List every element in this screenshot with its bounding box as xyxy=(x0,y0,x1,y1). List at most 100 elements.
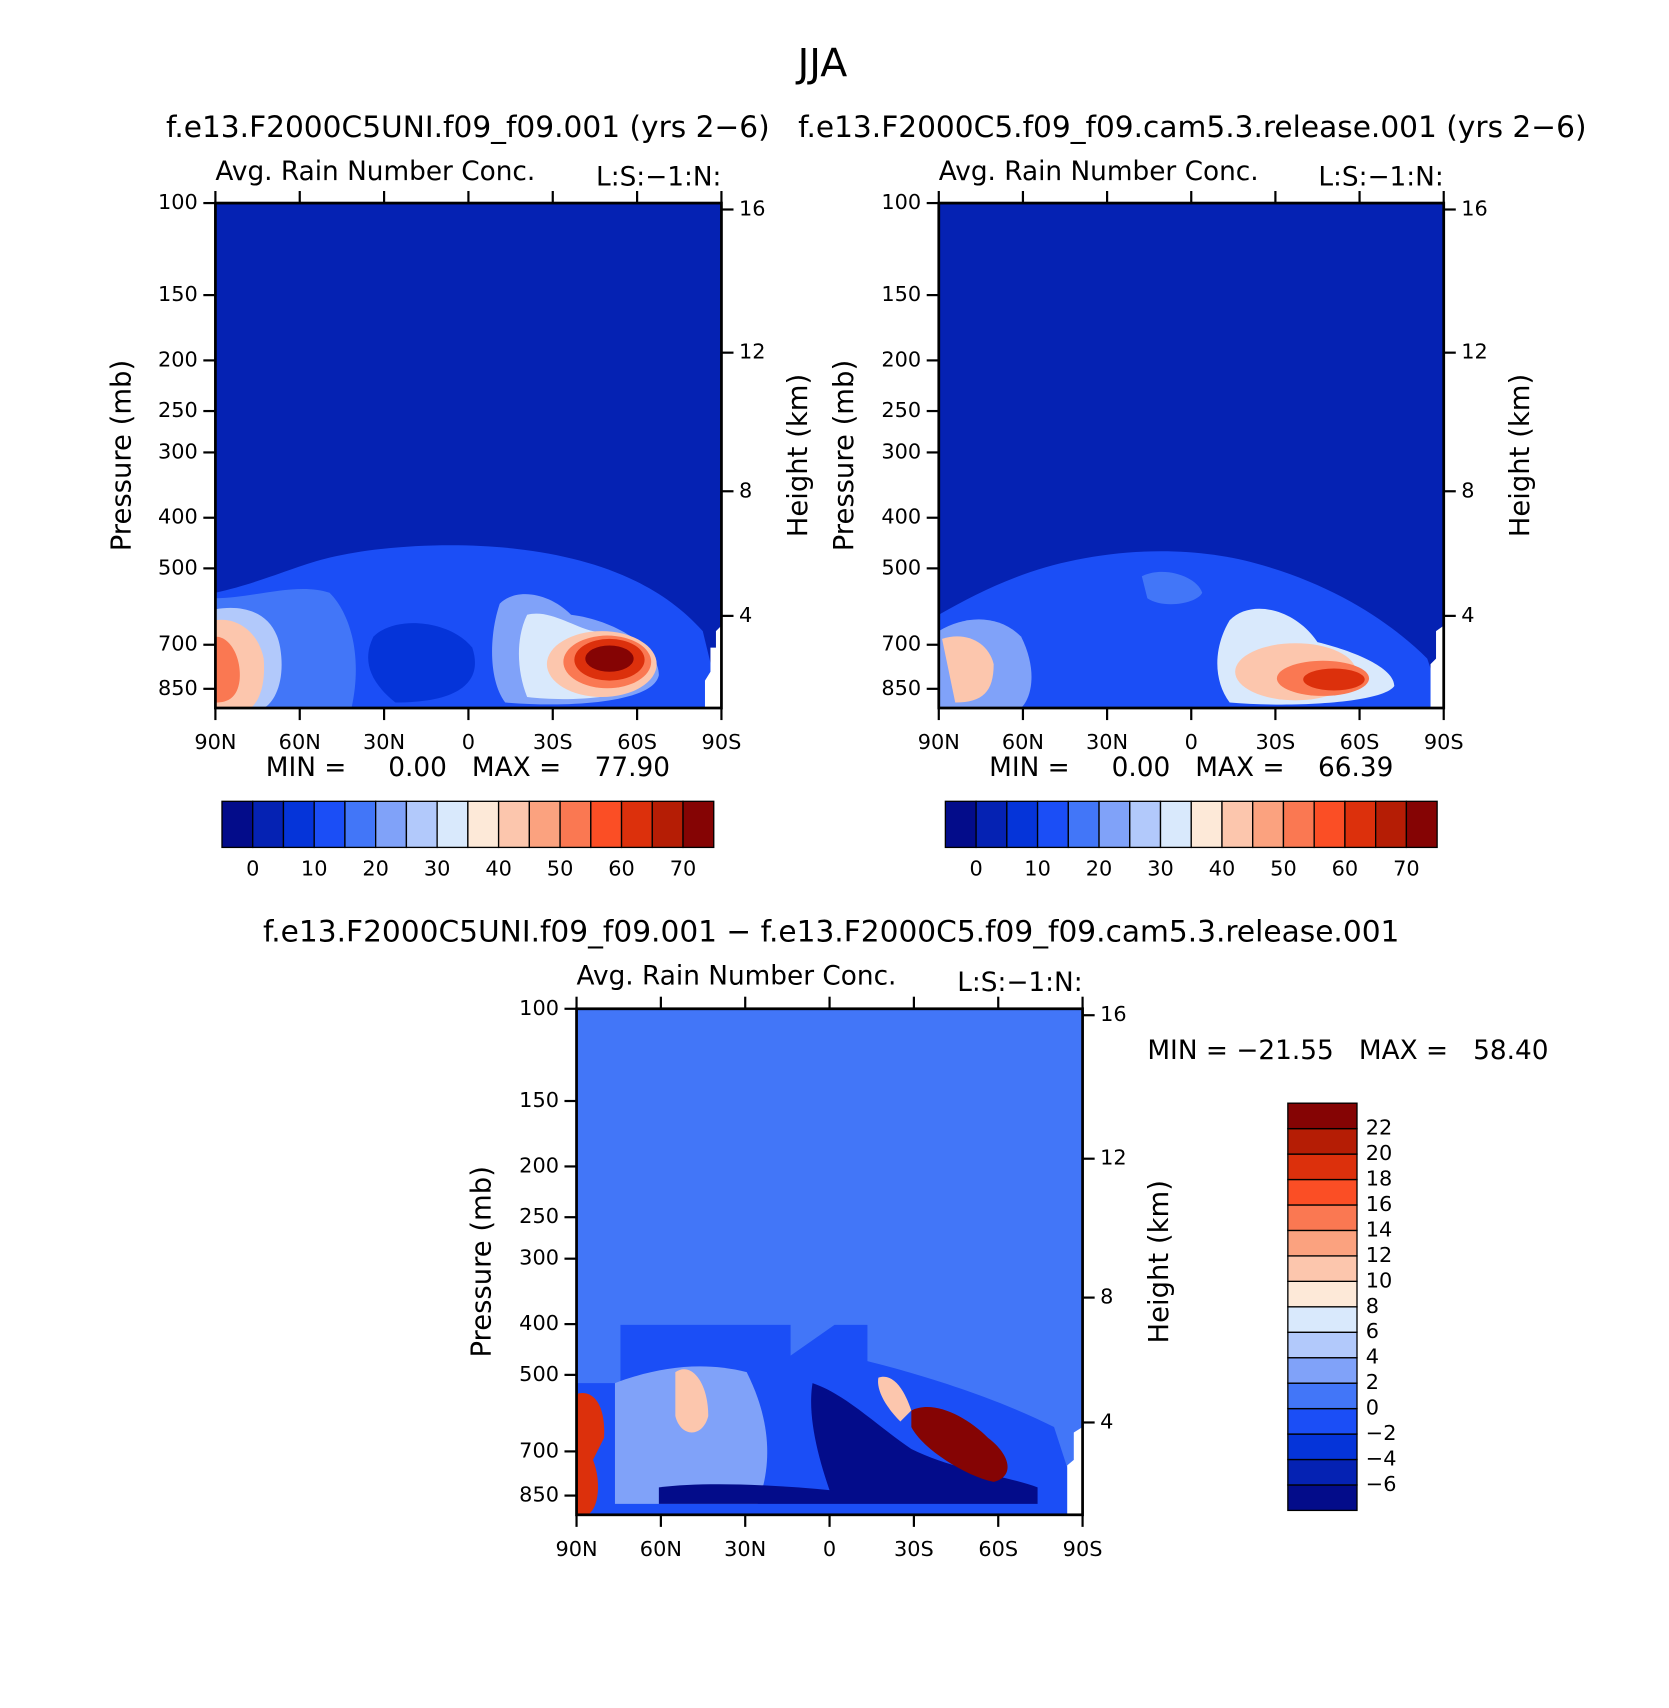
colorbar-box xyxy=(1313,800,1346,849)
colorbar-box xyxy=(559,800,592,849)
colorbar-label: 60 xyxy=(608,856,635,880)
y-tick-label: 250 xyxy=(881,398,921,422)
colorbar-label: 10 xyxy=(301,856,328,880)
x-tick-label: 90S xyxy=(702,730,742,754)
x-tick-label: 90N xyxy=(194,730,236,754)
y2-tick-label: 12 xyxy=(1100,1146,1127,1170)
x-tick-label: 90N xyxy=(918,730,960,754)
chart-subtitle: Avg. Rain Number Conc. xyxy=(215,157,535,187)
colorbar-box xyxy=(1159,800,1192,849)
colorbar-box xyxy=(282,800,315,849)
y-axis-label: Pressure (mb) xyxy=(467,1166,498,1357)
y2-tick-label: 4 xyxy=(1461,603,1474,627)
x-tick-label: 60N xyxy=(640,1537,682,1561)
y-tick-label: 850 xyxy=(158,676,198,700)
colorbar-box xyxy=(1036,800,1069,849)
colorbar-label: 16 xyxy=(1366,1192,1393,1216)
chart-subtitle: Avg. Rain Number Conc. xyxy=(939,157,1259,187)
y-tick-label: 300 xyxy=(158,439,198,463)
colorbar-label: −6 xyxy=(1366,1472,1397,1496)
colorbar-box xyxy=(1287,1407,1358,1435)
y-tick-label: 100 xyxy=(881,190,921,214)
y-tick-label: 100 xyxy=(519,996,559,1020)
y-tick-label: 150 xyxy=(519,1088,559,1112)
colorbar-box xyxy=(1287,1204,1358,1232)
colorbar-box xyxy=(1405,800,1438,849)
y2-tick-label: 8 xyxy=(739,478,752,502)
contour-field xyxy=(938,203,1444,709)
x-tick-label: 0 xyxy=(462,730,475,754)
colorbar-label: 0 xyxy=(246,856,259,880)
colorbar-box xyxy=(436,800,469,849)
colorbar-box xyxy=(1221,800,1254,849)
y-tick-label: 400 xyxy=(881,505,921,529)
colorbar-box xyxy=(1287,1484,1358,1512)
colorbar-box xyxy=(1287,1178,1358,1206)
y-tick-label: 300 xyxy=(881,439,921,463)
chart-title: f.e13.F2000C5.f09_f09.cam5.3.release.001… xyxy=(798,109,1586,144)
y-tick-label: 500 xyxy=(158,555,198,579)
x-tick-label: 30S xyxy=(533,730,573,754)
x-tick-label: 30S xyxy=(894,1537,934,1561)
colorbar-box xyxy=(620,800,653,849)
colorbar-label: 0 xyxy=(969,856,982,880)
colorbar-label: 22 xyxy=(1366,1116,1393,1140)
y2-tick-label: 4 xyxy=(739,603,752,627)
colorbar-box xyxy=(1006,800,1039,849)
y2-axis-label: Height (km) xyxy=(1144,1180,1175,1343)
colorbar-label: 30 xyxy=(424,856,451,880)
chart-title: f.e13.F2000C5UNI.f09_f09.001 − f.e13.F20… xyxy=(263,914,1399,949)
colorbar-label: −2 xyxy=(1366,1421,1397,1445)
contour-field xyxy=(215,203,722,709)
x-tick-label: 30S xyxy=(1256,730,1296,754)
x-tick-label: 60S xyxy=(617,730,657,754)
chart-subtitle: Avg. Rain Number Conc. xyxy=(577,961,897,991)
colorbar-box xyxy=(944,800,977,849)
x-tick-label: 30N xyxy=(363,730,405,754)
colorbar-box xyxy=(1287,1357,1358,1384)
colorbar-label: 10 xyxy=(1366,1268,1393,1292)
stats: MIN = 0.00 MAX = 66.39 xyxy=(989,753,1393,783)
colorbar-box xyxy=(467,800,500,849)
colorbar-box xyxy=(1287,1229,1358,1257)
y-tick-label: 400 xyxy=(158,505,198,529)
y2-tick-label: 16 xyxy=(739,197,766,221)
x-tick-label: 0 xyxy=(1185,730,1198,754)
colorbar-box xyxy=(1129,800,1162,849)
colorbar-box xyxy=(1344,800,1377,849)
colorbar-box xyxy=(1287,1433,1358,1461)
y-tick-label: 700 xyxy=(519,1438,559,1462)
x-tick-label: 60N xyxy=(1002,730,1044,754)
colorbar-label: 70 xyxy=(1393,856,1420,880)
x-tick-label: 60S xyxy=(1340,730,1380,754)
annotation: L:S:−1:N: xyxy=(957,968,1082,998)
colorbar-label: 0 xyxy=(1366,1396,1379,1420)
y-tick-label: 850 xyxy=(881,676,921,700)
y2-tick-label: 16 xyxy=(1461,197,1488,221)
y-tick-label: 200 xyxy=(519,1153,559,1177)
y-tick-label: 700 xyxy=(158,632,198,656)
y2-tick-label: 8 xyxy=(1100,1285,1113,1309)
y-tick-label: 200 xyxy=(158,347,198,371)
colorbar-label: 18 xyxy=(1366,1167,1393,1191)
annotation: L:S:−1:N: xyxy=(1318,162,1443,192)
colorbar-label: 8 xyxy=(1366,1294,1379,1318)
y-tick-label: 500 xyxy=(519,1362,559,1386)
colorbar-box xyxy=(1098,800,1131,849)
colorbar-label: 20 xyxy=(1086,856,1113,880)
colorbar-box xyxy=(375,800,408,849)
colorbar-box xyxy=(975,800,1008,849)
y2-tick-label: 16 xyxy=(1100,1002,1127,1026)
colorbar-box xyxy=(344,800,377,849)
y-tick-label: 200 xyxy=(881,347,921,371)
y2-tick-label: 4 xyxy=(1100,1409,1113,1433)
colorbar-box xyxy=(651,800,684,849)
y-tick-label: 500 xyxy=(881,555,921,579)
colorbar-box xyxy=(405,800,438,849)
x-tick-label: 30N xyxy=(724,1537,766,1561)
colorbar-box xyxy=(497,800,531,849)
colorbar-box xyxy=(1287,1306,1358,1333)
colorbar-label: 40 xyxy=(1209,856,1236,880)
